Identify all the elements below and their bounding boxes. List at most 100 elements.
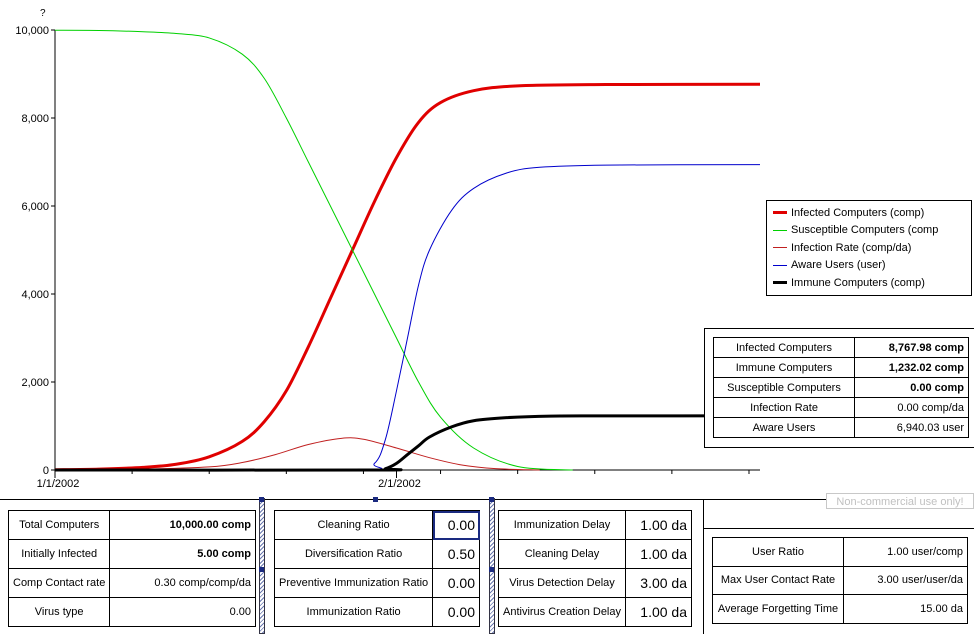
param-label: Cleaning Ratio (273, 510, 434, 540)
table-row: Initially Infected 5.00 comp (7, 539, 256, 569)
line-chart: 0 2,000 4,000 6,000 8,000 10,000 1/1/2002 2/1/2… (15, 25, 761, 490)
legend-swatch (773, 247, 787, 249)
y-tick-label: 10,000 (15, 25, 49, 37)
watermark: Non-commercial use only! (826, 493, 974, 509)
resize-handle[interactable] (489, 497, 494, 502)
table-row: Antivirus Creation Delay 1.00 da (498, 597, 692, 627)
param-label: Infection Rate (713, 397, 855, 418)
table-row: Virus type 0.00 (7, 597, 256, 627)
param-value[interactable]: 0.00 (432, 597, 480, 627)
table-row: Immunization Ratio 0.00 (273, 597, 480, 627)
param-value[interactable]: 0.00 (109, 597, 256, 627)
param-value[interactable]: 0.50 (432, 539, 480, 569)
param-label: Virus Detection Delay (498, 568, 626, 598)
param-label: Immune Computers (713, 357, 855, 378)
y-tick-label: 2,000 (21, 377, 49, 389)
param-label: Cleaning Delay (498, 539, 626, 569)
param-label: Susceptible Computers (713, 377, 855, 398)
y-tick-label: 6,000 (21, 201, 49, 213)
series-line-0 (54, 82, 761, 472)
param-label: User Ratio (712, 537, 844, 567)
params-table-user: User Ratio 1.00 user/comp Max User Contact… (712, 537, 968, 624)
table-row: Infected Computers 8,767.98 comp (713, 337, 969, 358)
divider-line (0, 499, 826, 500)
param-label: Preventive Immunization Ratio (273, 568, 434, 598)
resize-handle[interactable] (259, 497, 264, 502)
params-table-mid: Cleaning Ratio 0.00 Diversification Ratio 0… (273, 510, 480, 627)
legend-label: Immune Computers (comp) (791, 276, 925, 289)
param-value: 6,940.03 user (854, 417, 969, 438)
param-value[interactable]: 0.00 (432, 568, 480, 598)
resize-handle[interactable] (489, 567, 494, 572)
param-label: Comp Contact rate (7, 568, 111, 598)
table-row: User Ratio 1.00 user/comp (712, 537, 968, 567)
table-row: Average Forgetting Time 15.00 da (712, 594, 968, 624)
legend-label: Infected Computers (comp) (791, 206, 925, 219)
table-row: Aware Users 6,940.03 user (713, 417, 969, 438)
divider-line (703, 500, 704, 634)
param-value[interactable]: 1.00 user/comp (843, 537, 968, 567)
param-label: Aware Users (713, 417, 855, 438)
param-value[interactable]: 1.00 da (625, 539, 692, 569)
param-label: Total Computers (7, 510, 111, 540)
param-label: Max User Contact Rate (712, 565, 844, 596)
table-row: Cleaning Ratio 0.00 (273, 510, 480, 540)
legend-label: Aware Users (user) (791, 259, 886, 272)
legend-swatch (773, 264, 787, 266)
param-label: Initially Infected (7, 539, 111, 569)
param-value: 1,232.02 comp (854, 357, 969, 378)
table-row: Diversification Ratio 0.50 (273, 539, 480, 569)
param-value[interactable]: 0.00 (432, 510, 480, 540)
legend-item: Infection Rate (comp/da) (773, 239, 971, 257)
series-line-1 (54, 29, 573, 471)
series-line-4 (54, 414, 761, 472)
param-value[interactable]: 10,000.00 comp (109, 510, 256, 540)
param-value[interactable]: 3.00 user/user/da (843, 565, 968, 596)
param-label: Average Forgetting Time (712, 594, 844, 624)
x-tick-label: 2/1/2002 (378, 478, 421, 490)
param-label: Virus type (7, 597, 111, 627)
param-value[interactable]: 3.00 da (625, 568, 692, 598)
table-row: Max User Contact Rate 3.00 user/user/da (712, 565, 968, 596)
results-table: Infected Computers 8,767.98 comp Immune Co… (713, 337, 969, 438)
selection-border-right[interactable] (489, 498, 495, 634)
legend-label: Susceptible Computers (comp (791, 224, 939, 237)
x-tick-label: 1/1/2002 (37, 478, 80, 490)
legend-item: Susceptible Computers (comp (773, 222, 971, 240)
y-tick-label: 4,000 (21, 289, 49, 301)
table-row: Cleaning Delay 1.00 da (498, 539, 692, 569)
param-value[interactable]: 0.30 comp/comp/da (109, 568, 256, 598)
series-line-2 (54, 437, 540, 471)
legend-item: Infected Computers (comp) (773, 204, 971, 222)
legend-swatch (773, 281, 787, 285)
resize-handle[interactable] (259, 567, 264, 572)
legend-item: Immune Computers (comp) (773, 274, 971, 292)
param-label: Immunization Delay (498, 510, 626, 540)
legend-item: Aware Users (user) (773, 257, 971, 275)
y-tick-label: 8,000 (21, 113, 49, 125)
table-row: Total Computers 10,000.00 comp (7, 510, 256, 540)
legend-swatch (773, 211, 787, 215)
resize-handle[interactable] (373, 497, 378, 502)
table-row: Comp Contact rate 0.30 comp/comp/da (7, 568, 256, 598)
param-value[interactable]: 15.00 da (843, 594, 968, 624)
series-line-3 (54, 164, 761, 471)
param-value: 0.00 comp/da (854, 397, 969, 418)
table-row: Preventive Immunization Ratio 0.00 (273, 568, 480, 598)
param-value[interactable]: 1.00 da (625, 510, 692, 540)
selection-border-left[interactable] (259, 498, 265, 634)
legend-swatch (773, 229, 787, 231)
param-value: 0.00 comp (854, 377, 969, 398)
table-row: Virus Detection Delay 3.00 da (498, 568, 692, 598)
table-row: Susceptible Computers 0.00 comp (713, 377, 969, 398)
y-tick-label: 0 (43, 465, 49, 477)
param-value[interactable]: 1.00 da (625, 597, 692, 627)
param-value[interactable]: 5.00 comp (109, 539, 256, 569)
results-panel: Infected Computers 8,767.98 comp Immune Co… (704, 328, 974, 448)
y-axis-marker: ? (40, 8, 46, 19)
table-row: Immunization Delay 1.00 da (498, 510, 692, 540)
param-label: Diversification Ratio (273, 539, 434, 569)
param-label: Infected Computers (713, 337, 855, 358)
table-row: Immune Computers 1,232.02 comp (713, 357, 969, 378)
param-label: Immunization Ratio (273, 597, 434, 627)
